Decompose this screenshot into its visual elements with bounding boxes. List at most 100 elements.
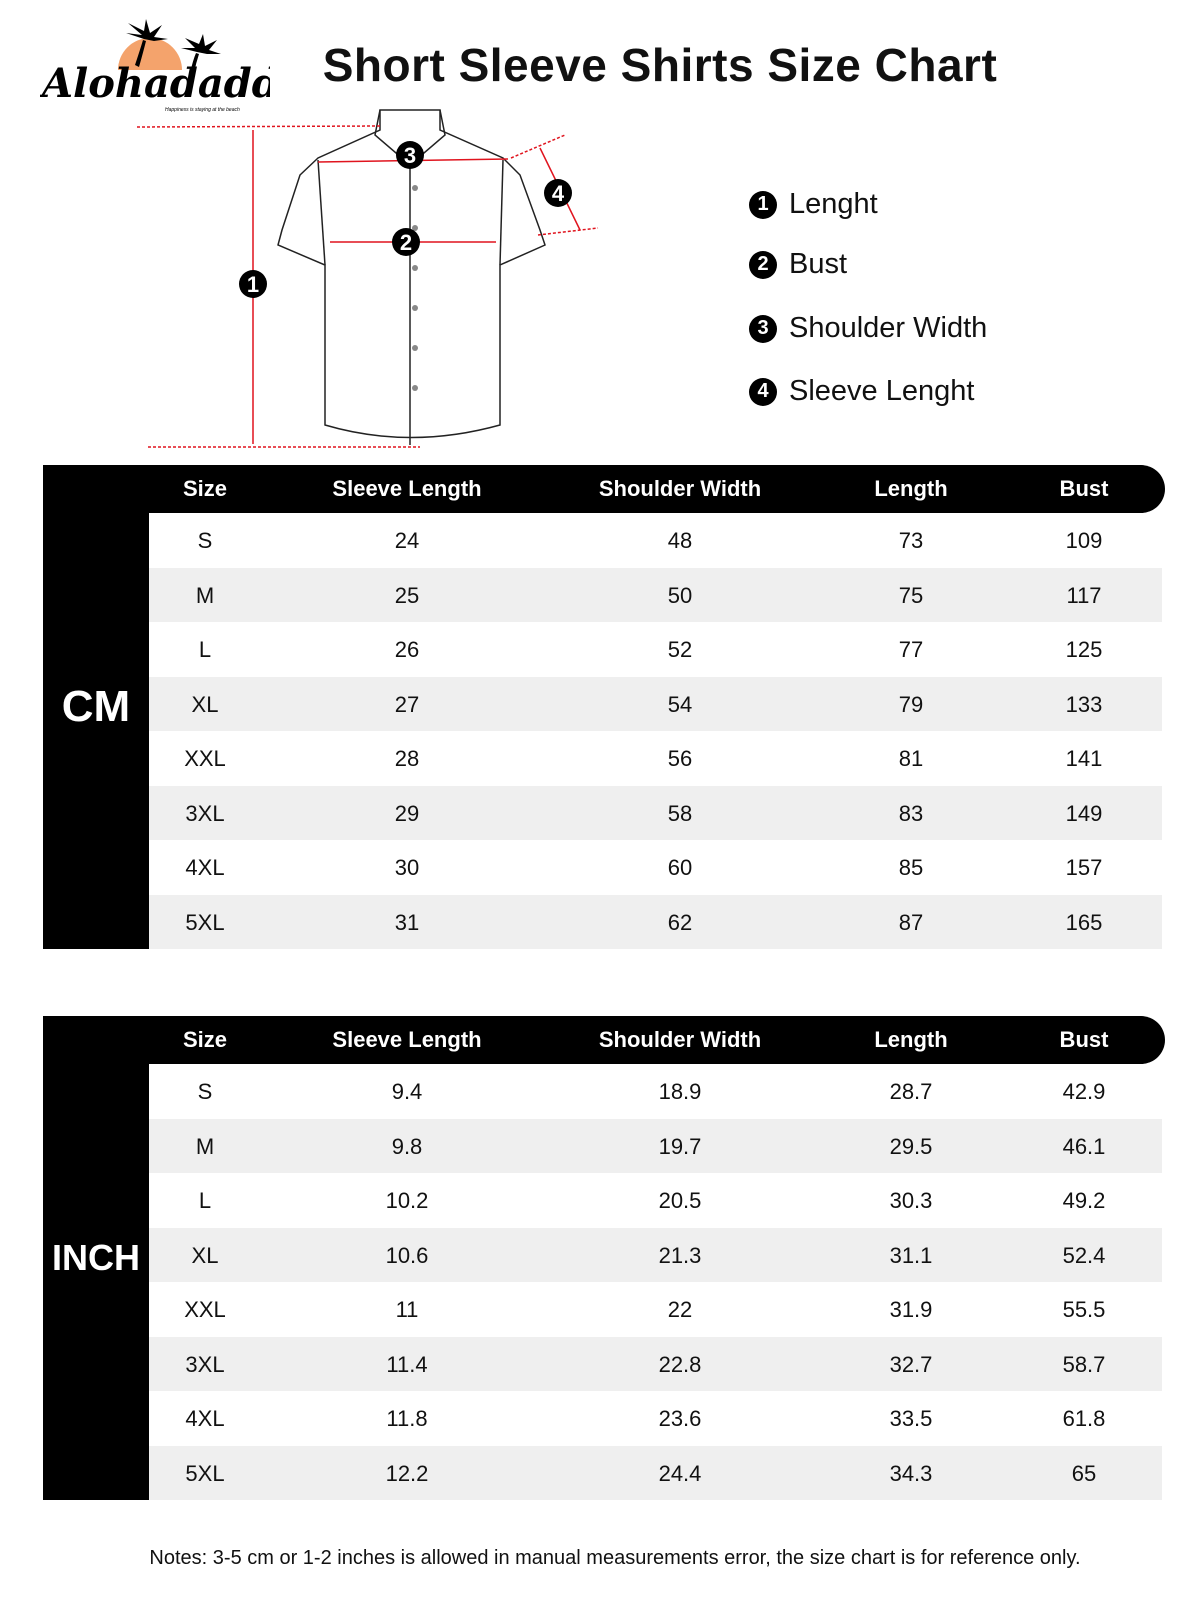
table-cell: 3XL [185,800,225,826]
table-cell: 32.7 [889,1351,933,1377]
table-cell: 73 [898,528,924,553]
table-cell: 9.8 [391,1133,423,1159]
column-header: Size [182,476,228,501]
table-cell: 61.8 [1062,1406,1106,1431]
page-title: Short Sleeve Shirts Size Chart [322,39,998,91]
table-cell: 52 [667,637,693,662]
table-cell: 54 [667,691,693,717]
table-cell: 28.7 [889,1079,933,1104]
number-badge: 4 [749,377,777,406]
table-cell: 31 [394,909,420,935]
shirt-diagram: 1 2 3 4 [130,100,610,455]
table-row: 5XL 12.2 24.4 34.3 65 [149,1445,1162,1500]
table-cell: 49.2 [1062,1188,1106,1213]
table-row: XL 27 54 79 133 [149,676,1162,731]
table-row: M 9.8 19.7 29.5 46.1 [149,1118,1162,1173]
table-cell: 28 [394,746,420,771]
table-cell: 33.5 [889,1406,933,1431]
table-row: XXL 11 22 31.9 55.5 [149,1282,1162,1336]
unit-label: INCH [43,1016,149,1500]
table-header: Size Sleeve Length Shoulder Width Length Bus… [43,1016,1165,1064]
unit-label: CM [43,465,149,949]
table-row: M 25 50 75 117 [149,567,1162,622]
table-cell: 11.8 [386,1406,428,1431]
number-badge: 1 [749,190,777,219]
table-cell: 65 [1071,1460,1097,1486]
table-row: 4XL 11.8 23.6 33.5 61.8 [149,1391,1162,1445]
column-header: Sleeve Length [332,476,482,501]
legend-label: Lenght [789,188,878,220]
table-cell: 117 [1066,582,1102,608]
table-cell: 11 [395,1297,419,1322]
table-cell: 83 [898,800,924,826]
table-cell: 34.3 [889,1460,933,1486]
table-cell: 5XL [185,909,225,935]
table-cell: 48 [667,528,693,553]
table-cell: S [197,528,213,553]
table-row: S 9.4 18.9 28.7 42.9 [149,1064,1162,1118]
table-cell: 58 [667,800,693,826]
table-cell: 19.7 [658,1133,702,1159]
brand-logo: Alohadaddy Happiness is staying at the b… [38,15,306,115]
table-cell: 60 [667,855,693,880]
table-cell: 23.6 [658,1406,702,1431]
table-cell: 18.9 [658,1079,702,1104]
legend-item-sleeve-length: 4 Sleeve Lenght [749,375,974,408]
table-cell: 10.6 [385,1242,429,1268]
table-cell: 157 [1065,855,1103,880]
table-cell: 22 [667,1297,693,1322]
table-header: Size Sleeve Length Shoulder Width Length Bus… [43,465,1165,513]
marker-sleeve: 4 [552,181,565,206]
table-cell: 55.5 [1062,1297,1106,1322]
table-cell: 3XL [185,1351,225,1377]
table-cell: 30 [394,855,420,880]
brand-tagline: Happiness is staying at the beach [165,107,240,113]
table-row: 3XL 11.4 22.8 32.7 58.7 [149,1336,1162,1391]
table-cell: 26 [394,637,420,662]
cm-size-table: CM Size Sleeve Length Shoulder Width Length B… [43,465,1165,949]
table-cell: M [195,582,215,608]
brand-name: Alohadaddy [40,60,270,107]
table-cell: 46.1 [1062,1133,1106,1159]
table-cell: 11.4 [386,1351,428,1377]
legend-item-length: 1 Lenght [749,188,878,221]
column-header: Shoulder Width [598,476,762,501]
table-cell: 29.5 [889,1133,933,1159]
column-header: Sleeve Length [332,1027,482,1052]
table-cell: 75 [898,582,924,608]
palm-tree-icon [126,19,221,73]
table-row: XL 10.6 21.3 31.1 52.4 [149,1227,1162,1282]
notes: Notes: 3-5 cm or 1-2 inches is allowed i… [149,1547,1081,1569]
table-cell: M [195,1133,215,1159]
table-cell: 4XL [185,855,225,880]
table-cell: XXL [184,746,226,771]
table-cell: 20.5 [658,1188,702,1213]
column-header: Length [874,1027,948,1052]
table-cell: 62 [667,909,693,935]
column-header: Length [874,476,948,501]
table-cell: 25 [394,582,420,608]
legend-label: Bust [789,248,848,280]
number-badge: 3 [749,314,777,343]
table-cell: L [198,637,212,662]
legend-item-bust: 2 Bust [749,248,847,281]
column-header: Shoulder Width [598,1027,762,1052]
legend-label: Sleeve Lenght [789,375,975,407]
table-cell: 79 [898,691,924,717]
table-row: XXL 28 56 81 141 [149,731,1162,785]
table-row: L 10.2 20.5 30.3 49.2 [149,1173,1162,1227]
table-cell: 5XL [185,1460,225,1486]
column-header: Bust [1059,1027,1109,1052]
legend-label: Shoulder Width [789,312,988,344]
sun-icon [118,38,182,70]
table-row: L 26 52 77 125 [149,622,1162,676]
column-header: Bust [1059,476,1109,501]
marker-bust: 2 [400,230,412,255]
table-cell: 22.8 [658,1351,702,1377]
table-cell: XXL [184,1297,226,1322]
table-cell: 31.1 [889,1242,933,1268]
table-row: 5XL 31 62 87 165 [149,894,1162,949]
table-cell: 81 [898,746,924,771]
table-cell: 133 [1065,691,1103,717]
table-cell: XL [191,691,219,717]
